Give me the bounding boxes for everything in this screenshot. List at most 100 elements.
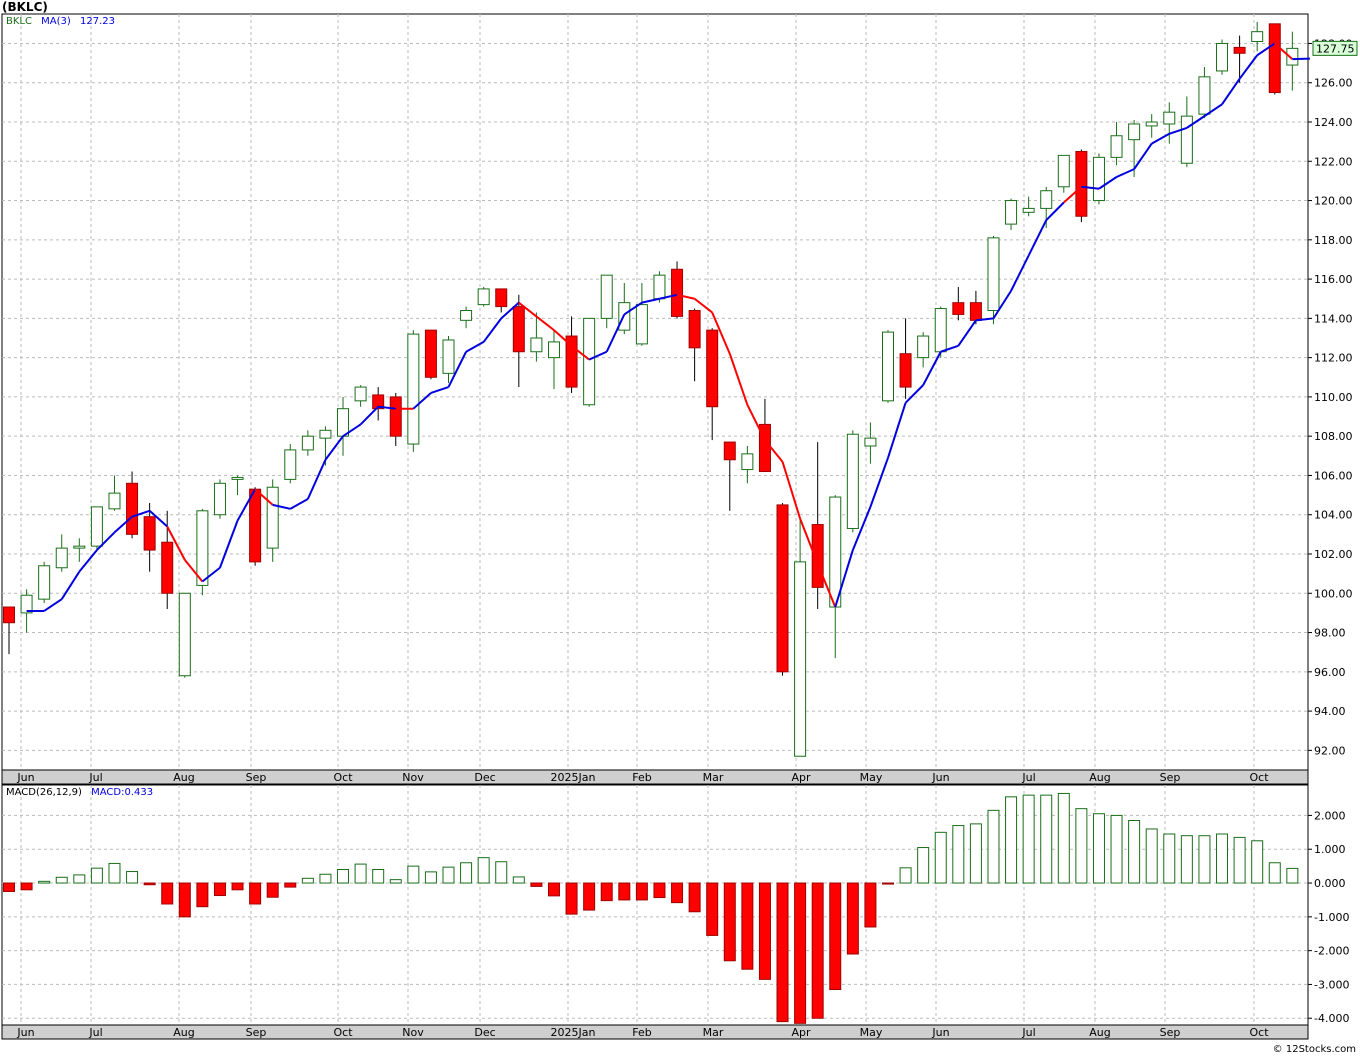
ma-segment xyxy=(1221,78,1241,105)
ma-segment xyxy=(482,317,503,343)
macd-bar xyxy=(671,882,684,904)
ma-segment xyxy=(1203,103,1223,117)
macd-bar xyxy=(864,882,877,928)
ma-segment xyxy=(254,488,274,506)
macd-bar xyxy=(424,871,437,884)
macd-month-label: Jul xyxy=(88,1026,102,1039)
macd-month-label: Nov xyxy=(402,1026,424,1039)
macd-bar xyxy=(1251,840,1264,884)
macd-bar xyxy=(1057,792,1070,884)
ma-segment xyxy=(799,518,819,565)
price-month-label: Oct xyxy=(1249,771,1269,784)
macd-bar xyxy=(723,882,736,962)
price-month-label: Apr xyxy=(791,771,811,784)
candle-body xyxy=(846,433,859,529)
candle-body xyxy=(90,506,103,547)
price-tick-label: 108.00 xyxy=(1314,430,1353,443)
macd-bar xyxy=(1128,819,1141,884)
macd-bar xyxy=(917,847,930,884)
macd-bar xyxy=(90,867,103,884)
ma-segment xyxy=(43,598,63,612)
macd-bar xyxy=(266,882,279,898)
candle-body xyxy=(372,394,385,410)
ma-segment xyxy=(641,297,660,304)
candle-body xyxy=(512,306,525,353)
macd-bar xyxy=(688,882,701,913)
legend-ma-value: 127.23 xyxy=(80,16,115,27)
price-tick-label: 122.00 xyxy=(1314,155,1353,168)
candle-body xyxy=(864,437,877,447)
ma-segment xyxy=(236,488,256,522)
candle-body xyxy=(143,516,156,551)
candle-body xyxy=(565,335,578,388)
macd-bar xyxy=(829,882,842,991)
ma-segment xyxy=(1133,143,1153,170)
macd-bar xyxy=(741,882,754,970)
candle-body xyxy=(794,561,807,757)
price-tick-label: 124.00 xyxy=(1314,116,1353,129)
ma-segment xyxy=(992,290,1012,319)
candle-body xyxy=(108,492,121,510)
candle-body xyxy=(741,453,754,471)
price-tick-label: 116.00 xyxy=(1314,273,1353,286)
ma-segment xyxy=(1186,115,1205,129)
candle-body xyxy=(196,510,209,586)
legend-ma-label: MA(3) xyxy=(41,16,71,27)
ma-segment xyxy=(887,402,907,459)
ma-segment xyxy=(570,345,590,361)
macd-bar xyxy=(407,865,420,884)
candle-body xyxy=(1092,156,1105,202)
candle-body xyxy=(354,386,367,402)
candle-body xyxy=(600,274,613,319)
macd-bar xyxy=(1216,833,1229,884)
ma-segment xyxy=(676,293,695,300)
candle-body xyxy=(126,482,139,535)
ma-segment xyxy=(588,350,608,361)
macd-bar xyxy=(143,882,156,886)
ma-segment xyxy=(1238,54,1258,80)
macd-month-label: Jun xyxy=(931,1026,949,1039)
macd-bar xyxy=(1110,814,1123,884)
legend-symbol: BKLC xyxy=(6,16,32,27)
ma-segment xyxy=(60,571,81,600)
candle-body xyxy=(442,339,455,374)
price-month-label: Oct xyxy=(333,771,353,784)
macd-bar xyxy=(776,882,789,1023)
candle-body xyxy=(671,268,684,317)
macd-bar xyxy=(460,862,473,884)
candle-body xyxy=(776,504,789,673)
macd-bar xyxy=(178,882,191,918)
candle-body xyxy=(917,335,930,359)
price-month-label: Feb xyxy=(632,771,651,784)
candle-body xyxy=(1233,46,1246,54)
macd-month-label: Oct xyxy=(333,1026,353,1039)
macd-bar xyxy=(811,882,824,1019)
candle-body xyxy=(284,449,297,480)
macd-bar xyxy=(846,882,859,955)
macd-bar xyxy=(1163,833,1176,884)
macd-bar xyxy=(1022,794,1035,884)
macd-bar xyxy=(758,882,771,980)
price-month-label: Sep xyxy=(1160,771,1181,784)
candle-body xyxy=(231,476,244,480)
macd-bar xyxy=(583,882,596,911)
candle-body xyxy=(424,329,437,378)
ma-segment xyxy=(378,405,396,410)
candle-body xyxy=(1110,135,1123,158)
macd-month-label: Aug xyxy=(1089,1026,1110,1039)
candle-body xyxy=(1251,31,1264,42)
ma-segment xyxy=(219,520,239,569)
ma-segment xyxy=(659,293,678,300)
legend-macd-value: MACD:0.433 xyxy=(91,787,154,798)
price-tick-label: 98.00 xyxy=(1314,627,1346,640)
candle-body xyxy=(55,547,68,569)
price-month-label: Aug xyxy=(1089,771,1110,784)
ma-segment xyxy=(1063,186,1083,204)
candle-body xyxy=(723,441,736,461)
price-tick-label: 110.00 xyxy=(1314,391,1353,404)
macd-panel xyxy=(1,784,1309,1026)
ma-segment xyxy=(940,344,959,353)
ma-segment xyxy=(430,386,449,394)
ma-segment xyxy=(975,317,994,322)
price-tick-label: 104.00 xyxy=(1314,509,1353,522)
